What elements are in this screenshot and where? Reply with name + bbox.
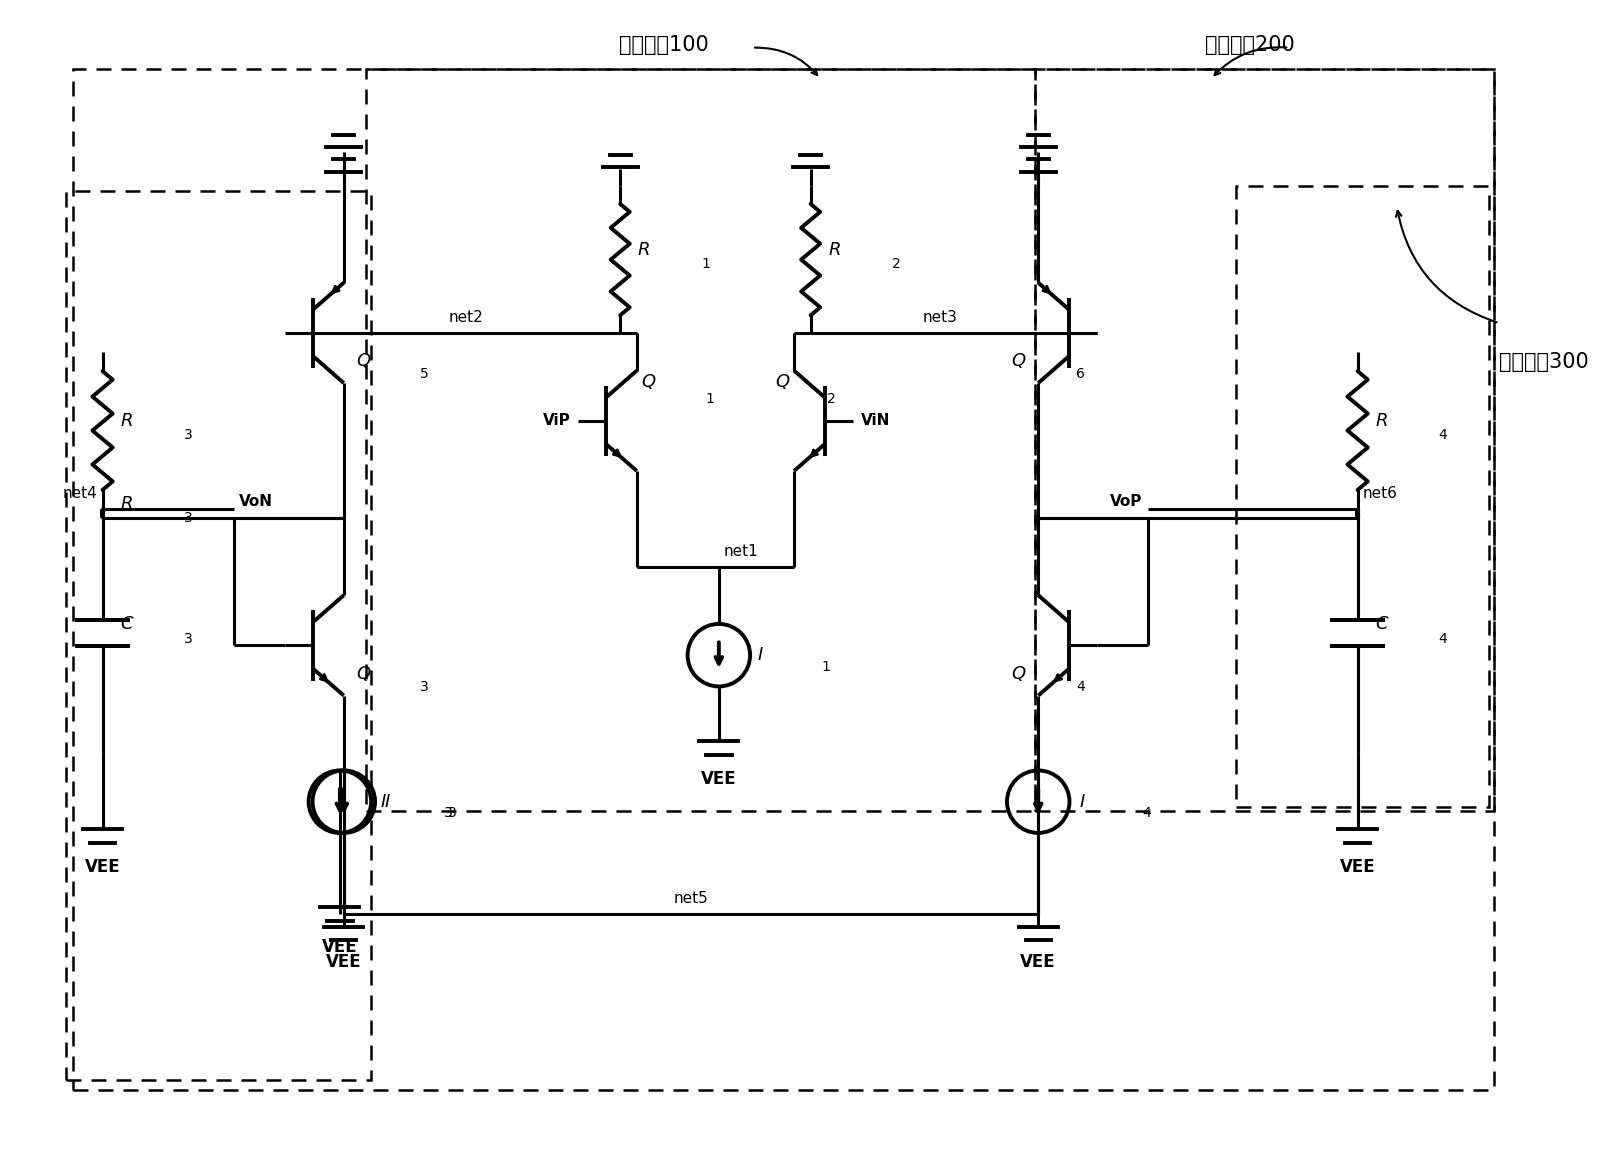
Bar bbox=[1036, 69, 1494, 811]
Text: VEE: VEE bbox=[1021, 953, 1056, 971]
Text: Q: Q bbox=[356, 353, 371, 370]
Text: Q: Q bbox=[1012, 353, 1026, 370]
Text: net6: net6 bbox=[1363, 486, 1397, 501]
Text: net4: net4 bbox=[62, 486, 97, 501]
Text: Q: Q bbox=[775, 374, 789, 391]
Text: Q: Q bbox=[642, 374, 655, 391]
Text: 1: 1 bbox=[821, 659, 831, 673]
Text: ViN: ViN bbox=[860, 413, 890, 428]
Text: 6: 6 bbox=[1077, 367, 1085, 381]
Text: 5: 5 bbox=[420, 367, 428, 381]
Text: C: C bbox=[120, 614, 133, 633]
Text: VEE: VEE bbox=[1339, 858, 1376, 876]
Text: 3: 3 bbox=[420, 679, 428, 693]
Text: ViP: ViP bbox=[543, 413, 570, 428]
Text: Q: Q bbox=[1012, 665, 1026, 683]
Text: 延迟单元300: 延迟单元300 bbox=[1499, 352, 1588, 373]
Text: 3: 3 bbox=[444, 806, 454, 820]
Text: VoN: VoN bbox=[240, 494, 273, 509]
Text: C: C bbox=[1376, 614, 1387, 633]
Text: 输入单元100: 输入单元100 bbox=[620, 35, 710, 56]
Text: 4: 4 bbox=[1438, 632, 1448, 646]
Text: 1: 1 bbox=[702, 258, 710, 272]
Text: Q: Q bbox=[356, 665, 371, 683]
Text: VoP: VoP bbox=[1111, 494, 1143, 509]
Text: R: R bbox=[120, 495, 133, 513]
Text: I: I bbox=[757, 646, 764, 664]
Text: 4: 4 bbox=[1077, 679, 1085, 693]
Text: net3: net3 bbox=[922, 310, 957, 325]
Text: VEE: VEE bbox=[326, 953, 361, 971]
Text: R: R bbox=[638, 241, 650, 259]
Text: VEE: VEE bbox=[702, 771, 737, 788]
Text: 3: 3 bbox=[184, 511, 192, 525]
Text: 3: 3 bbox=[449, 806, 457, 820]
Text: 4: 4 bbox=[1143, 806, 1152, 820]
Bar bbox=[67, 191, 371, 1079]
Text: net2: net2 bbox=[449, 310, 483, 325]
Text: 驱动单元200: 驱动单元200 bbox=[1205, 35, 1294, 56]
Text: 2: 2 bbox=[828, 392, 836, 406]
Bar bbox=[366, 69, 1036, 811]
Text: I: I bbox=[380, 793, 387, 811]
Text: 1: 1 bbox=[705, 392, 714, 406]
Text: 3: 3 bbox=[184, 428, 192, 442]
Text: VEE: VEE bbox=[85, 858, 120, 876]
Text: 4: 4 bbox=[1438, 428, 1448, 442]
Bar bbox=[1235, 186, 1489, 806]
Text: 2: 2 bbox=[892, 258, 900, 272]
Text: I: I bbox=[385, 793, 390, 811]
Text: R: R bbox=[120, 412, 133, 429]
Text: R: R bbox=[828, 241, 841, 259]
Text: 3: 3 bbox=[184, 632, 192, 646]
Text: I: I bbox=[1079, 793, 1085, 811]
Text: net1: net1 bbox=[724, 545, 759, 560]
Text: R: R bbox=[1376, 412, 1387, 429]
Text: VEE: VEE bbox=[323, 938, 358, 957]
Text: net5: net5 bbox=[673, 891, 708, 906]
